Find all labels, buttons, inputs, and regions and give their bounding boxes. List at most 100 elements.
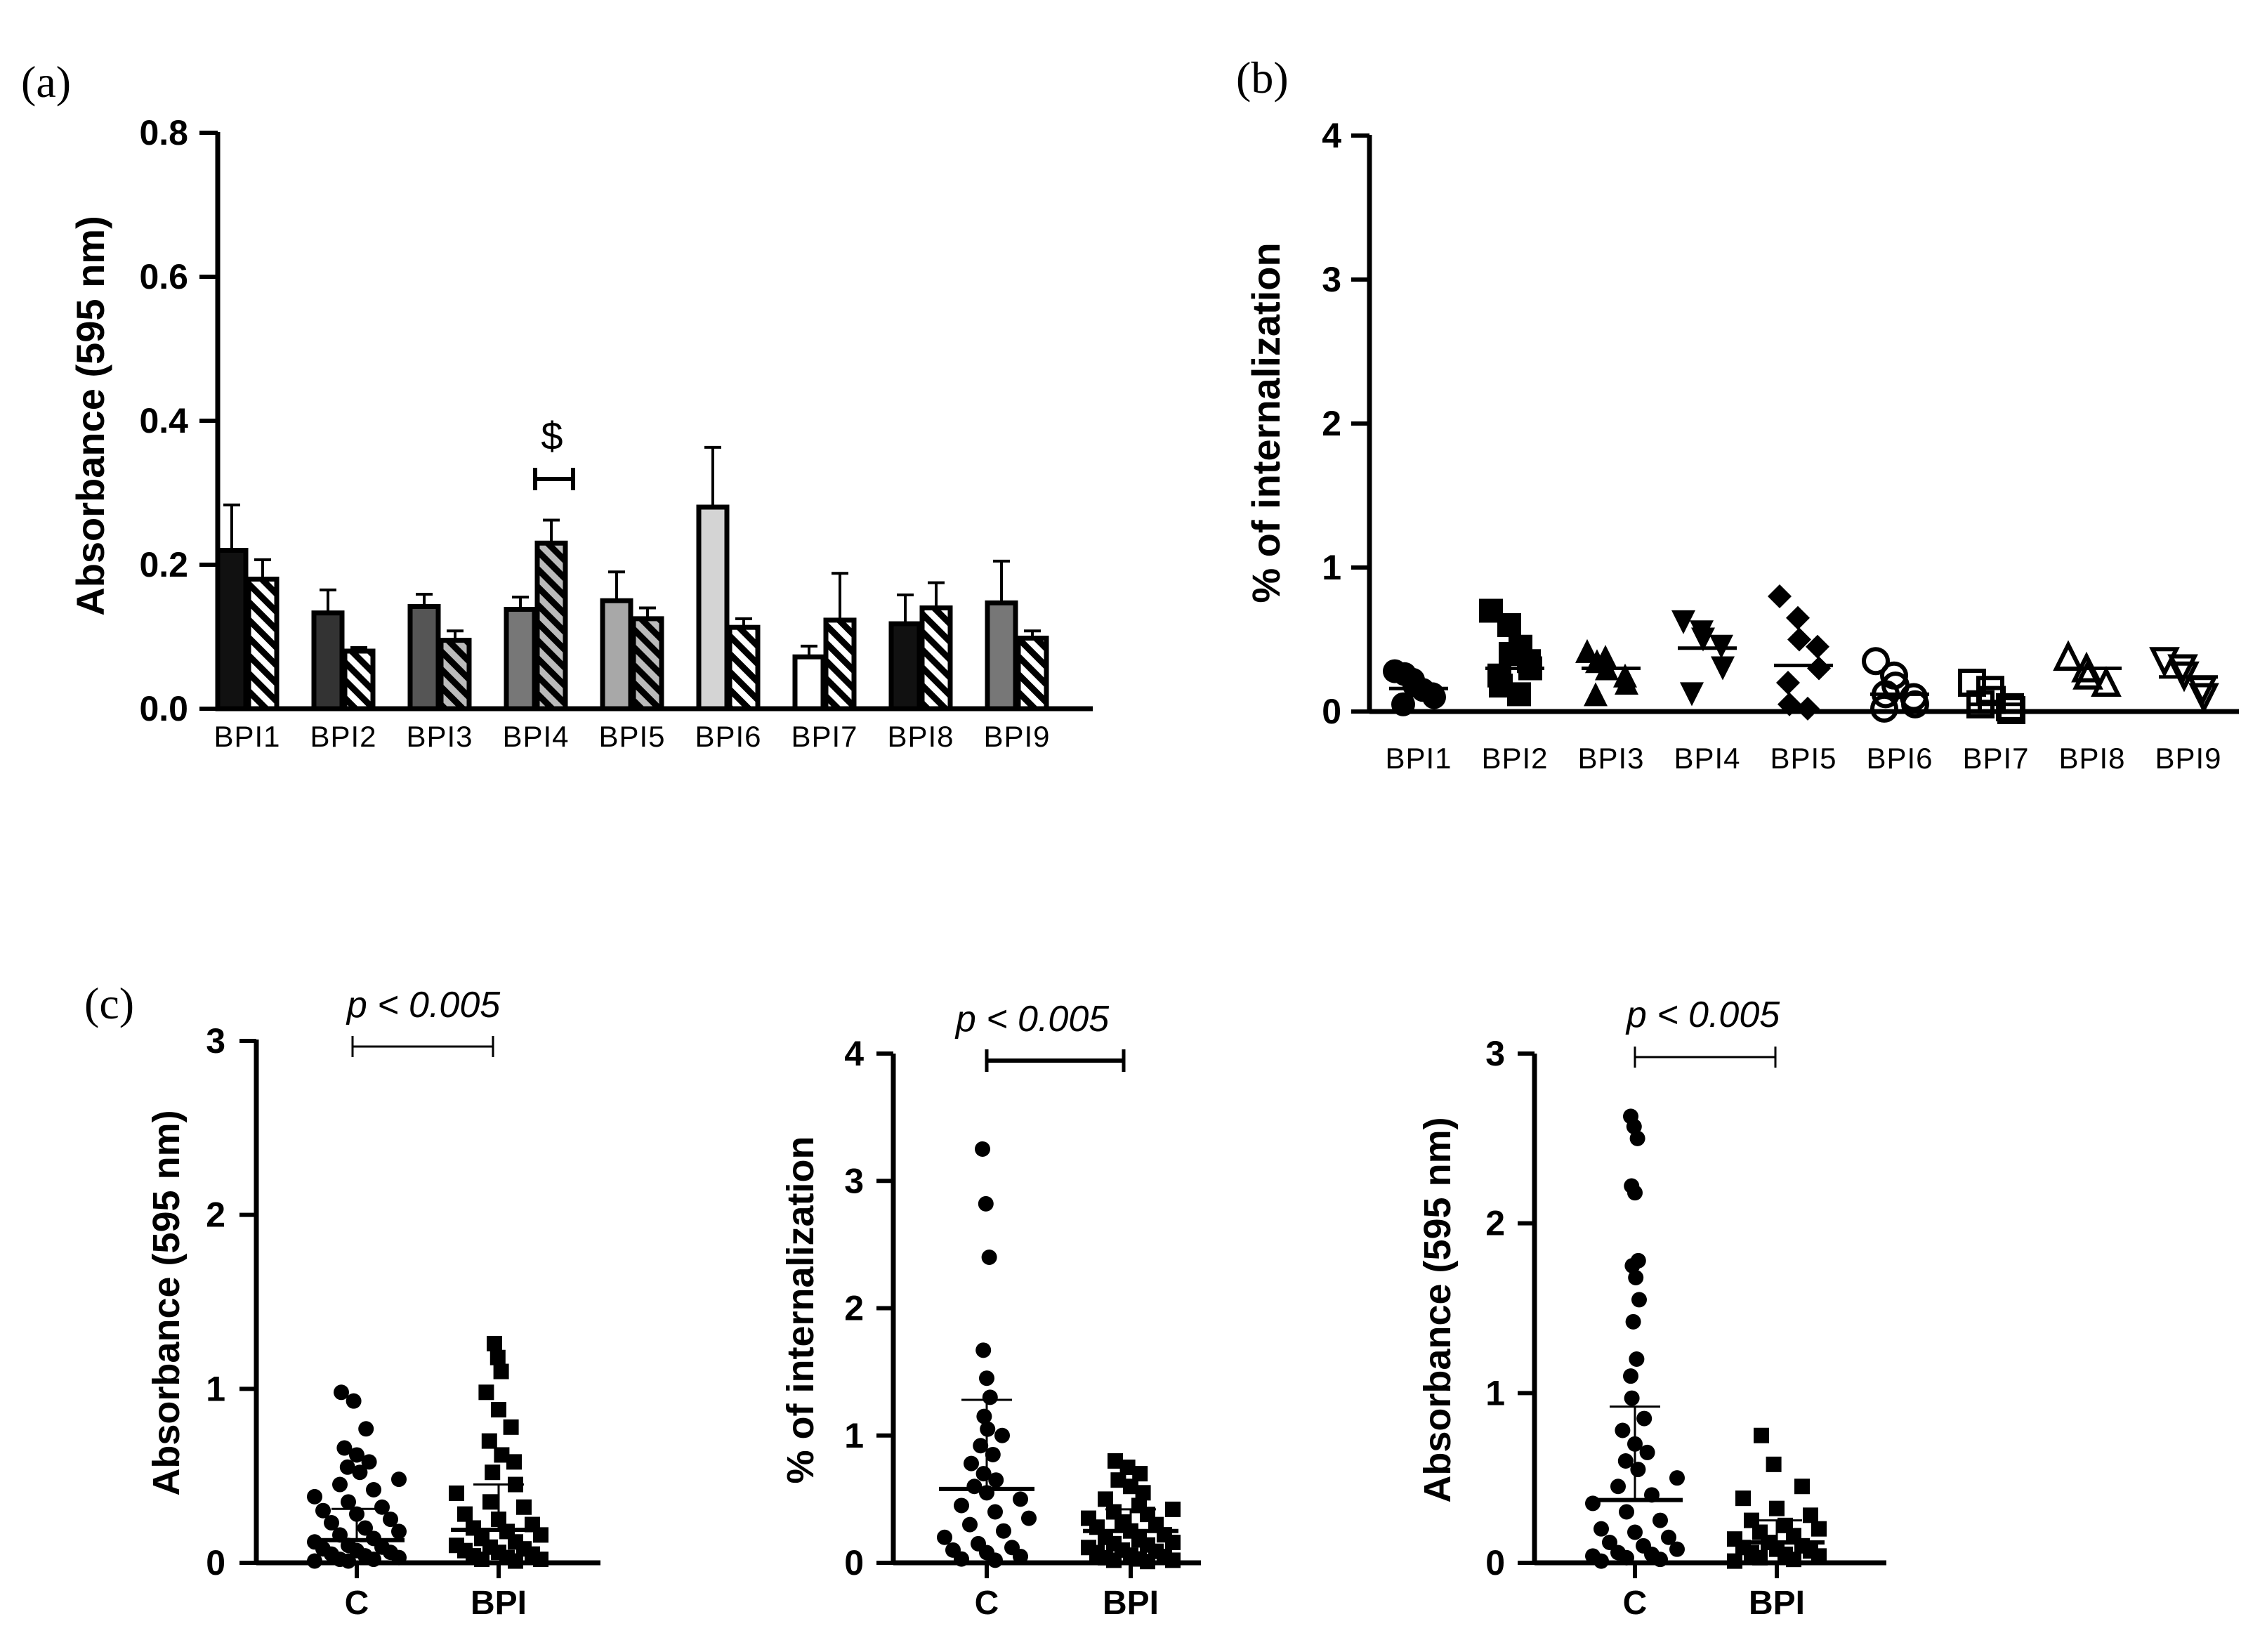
- chart-c1-point: [334, 1384, 349, 1401]
- chart-a-ylabel: Absorbance (595 nm): [68, 216, 112, 616]
- chart-c3-point: [1735, 1490, 1751, 1507]
- chart-c1-ytick-label: 1: [206, 1369, 225, 1408]
- chart-c3-point: [1769, 1500, 1785, 1516]
- chart-b-point: [2072, 659, 2103, 690]
- chart-c3-ylabel: Absorbance (595 nm): [1417, 1117, 1459, 1502]
- chart-a-bar-hatched: [246, 577, 280, 712]
- chart-c3-point: [1623, 1368, 1638, 1384]
- chart-a-ytick-label: 0.6: [139, 257, 188, 296]
- chart-c3-ytick-label: 2: [1485, 1204, 1505, 1243]
- chart-a-ytick-label: 0.2: [139, 545, 188, 584]
- chart-b-point: [2091, 666, 2122, 697]
- chart-b-point: [2188, 683, 2219, 714]
- chart-b-point: [2149, 647, 2180, 678]
- chart-a-bar-hatched: [1016, 636, 1049, 712]
- chart-b-ytick-label: 3: [1322, 260, 1341, 299]
- chart-c3-point: [1610, 1479, 1626, 1495]
- chart-a-bar-solid: [888, 621, 922, 712]
- chart-c2-point: [978, 1195, 994, 1212]
- chart-c2-point: [973, 1438, 989, 1454]
- chart-a-annotation: $: [541, 414, 563, 458]
- chart-c2-point: [1135, 1485, 1151, 1501]
- chart-c3-point: [1754, 1427, 1769, 1443]
- chart-c2-point: [1123, 1479, 1138, 1495]
- chart-b-point: [1787, 627, 1811, 652]
- chart-a-bar-solid: [985, 600, 1018, 712]
- chart-c3-ytick-label: 1: [1485, 1373, 1505, 1412]
- chart-c1-point: [503, 1419, 519, 1435]
- chart-b-category-label: BPI1: [1385, 742, 1452, 775]
- chart-c2-point: [964, 1455, 979, 1471]
- chart-c2-point: [1108, 1453, 1123, 1469]
- chart-a-bar-solid: [311, 610, 345, 712]
- chart-b-point: [1691, 627, 1715, 652]
- chart-a-bar-hatched: [631, 616, 664, 712]
- chart-b-ylabel: % of internalization: [1244, 242, 1288, 603]
- chart-c2-ylabel: % of internalization: [780, 1136, 822, 1483]
- chart-c1-point: [391, 1549, 407, 1566]
- chart-c1-ytick-label: 3: [206, 1021, 225, 1061]
- chart-c2-point: [1013, 1548, 1028, 1564]
- chart-b-point: [1509, 634, 1532, 659]
- chart-b-category-label: BPI7: [1962, 742, 2029, 775]
- chart-c3-point: [1811, 1521, 1827, 1537]
- chart-a-ytick-label: 0.8: [139, 113, 188, 152]
- chart-b-category-label: BPI5: [1770, 742, 1836, 775]
- chart-b-point: [1778, 692, 1801, 716]
- chart-a-bar-hatched: [727, 624, 761, 712]
- chart-b-category-label: BPI2: [1481, 742, 1548, 775]
- chart-c3-point: [1786, 1552, 1801, 1568]
- chart-a-category-label: BPI8: [887, 720, 954, 753]
- chart-b-ytick-label: 2: [1322, 404, 1341, 443]
- chart-c2-point: [979, 1370, 994, 1386]
- chart-c3-point: [1631, 1292, 1647, 1308]
- chart-c3-point: [1627, 1185, 1643, 1201]
- chart-a-category-label: BPI9: [983, 720, 1050, 753]
- chart-c3-point: [1624, 1390, 1640, 1406]
- chart-b-point: [1507, 682, 1531, 707]
- chart-a-bar-hatched: [534, 540, 568, 712]
- chart-c2-point: [954, 1497, 969, 1514]
- chart-c1-category-label: C: [345, 1585, 369, 1622]
- chart-c1-point: [341, 1494, 356, 1510]
- chart-a-category-label: BPI7: [791, 720, 857, 753]
- panel-label-a: (a): [21, 57, 71, 107]
- chart-c1-point: [478, 1384, 494, 1401]
- chart-a-category-label: BPI1: [213, 720, 280, 753]
- chart-c1-point: [391, 1471, 407, 1488]
- chart-b-point: [1997, 695, 2025, 724]
- chart-c3-point: [1625, 1313, 1641, 1330]
- chart-c3-point: [1628, 1270, 1644, 1285]
- chart-c1-point: [506, 1454, 522, 1470]
- chart-c2-point: [1110, 1472, 1126, 1488]
- chart-c3-point: [1602, 1535, 1617, 1550]
- chart-b-point: [1958, 669, 1986, 697]
- chart-a-bar-hatched: [342, 648, 376, 712]
- chart-c1-point: [357, 1520, 373, 1536]
- chart-c3-point: [1629, 1130, 1645, 1146]
- chart-c1-point: [508, 1553, 523, 1569]
- chart-c1-point: [485, 1464, 501, 1481]
- chart-a-bar-hatched: [919, 605, 953, 712]
- chart-c3-point: [1652, 1512, 1668, 1528]
- chart-c3-point: [1627, 1524, 1643, 1540]
- chart-b-point: [1776, 671, 1800, 695]
- chart-b-ytick-label: 4: [1322, 116, 1341, 155]
- chart-c2-point: [954, 1551, 969, 1567]
- chart-b-point: [1806, 634, 1829, 659]
- chart-c2-point: [975, 1141, 990, 1157]
- chart-c2-point: [1106, 1552, 1122, 1568]
- chart-c2-point: [987, 1552, 1003, 1568]
- chart-b-point: [1393, 662, 1417, 686]
- chart-a-ytick-label: 0.4: [139, 401, 188, 440]
- chart-c1-point: [481, 1433, 497, 1449]
- chart-c3-point: [1652, 1552, 1668, 1568]
- chart-c1-point: [366, 1481, 381, 1497]
- chart-c2-point: [1165, 1535, 1181, 1550]
- chart-c3-category-label: BPI: [1749, 1585, 1805, 1622]
- chart-c3-point: [1639, 1444, 1655, 1460]
- chart-a-category-label: BPI5: [598, 720, 665, 753]
- chart-c2-point: [976, 1408, 992, 1424]
- chart-b-point: [1768, 584, 1792, 608]
- chart-c3-point: [1617, 1453, 1634, 1469]
